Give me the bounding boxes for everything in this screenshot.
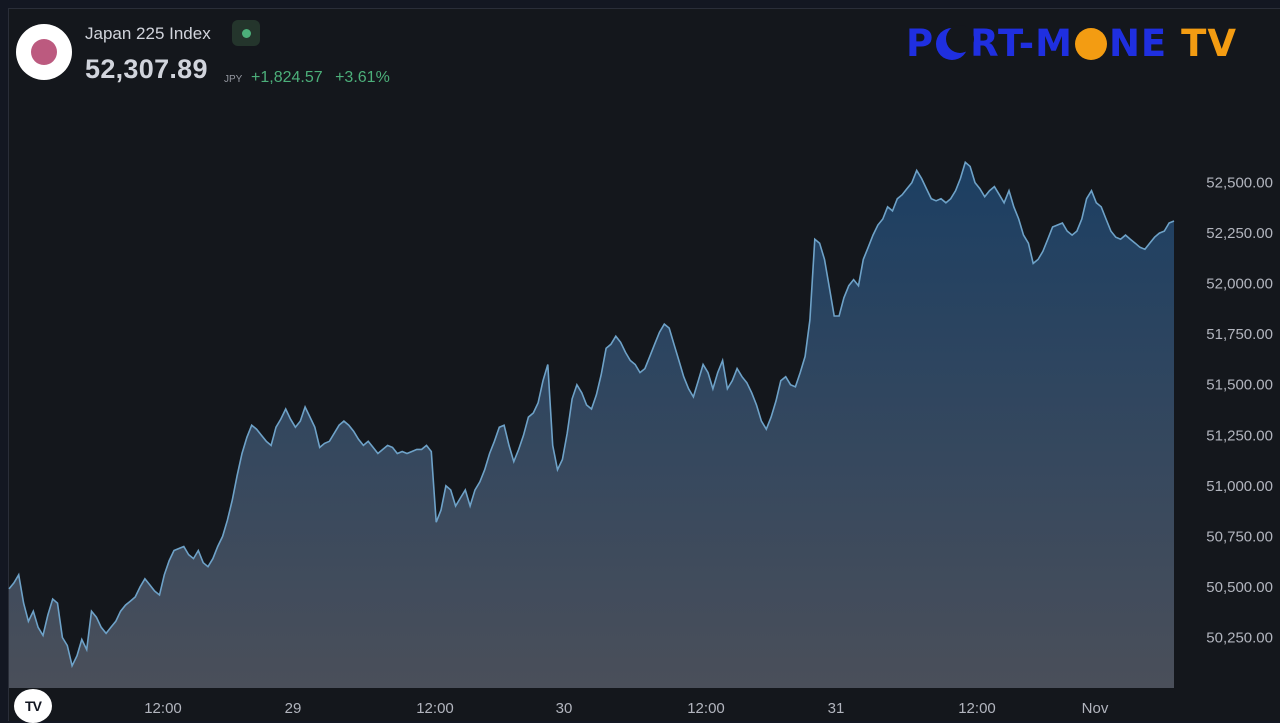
currency-label: JPY	[224, 74, 243, 85]
price-area-fill	[9, 162, 1174, 689]
y-axis-tick-label: 51,750.00	[1206, 326, 1273, 343]
last-price: 52,307.89	[85, 54, 208, 84]
x-axis-tick-label: 31	[828, 700, 845, 717]
y-axis-tick-label: 52,500.00	[1206, 175, 1273, 192]
x-axis-tick-label: 12:00	[144, 700, 182, 717]
y-axis: 52,500.00 52,250.00 52,000.00 51,750.00 51,5…	[1206, 175, 1273, 647]
y-axis-tick-label: 52,000.00	[1206, 276, 1273, 293]
x-axis-tick-label: 12:00	[958, 700, 996, 717]
y-axis-tick-label: 50,750.00	[1206, 528, 1273, 545]
x-axis: 12:00 29 12:00 30 12:00 31 12:00 Nov	[144, 700, 1109, 717]
sun-icon	[1074, 28, 1107, 60]
market-open-indicator[interactable]	[232, 20, 260, 46]
watermark-part3: NE	[1108, 22, 1168, 65]
y-axis-tick-label: 50,500.00	[1206, 579, 1273, 596]
status-dot-icon	[241, 28, 251, 38]
change-percent: +3.61%	[335, 69, 390, 86]
watermark-part2: RT-M	[970, 22, 1073, 65]
x-axis-tick-label: Nov	[1082, 700, 1109, 717]
x-axis-tick-label: 30	[556, 700, 573, 717]
instrument-name[interactable]: Japan 225 Index	[85, 24, 211, 43]
y-axis-tick-label: 52,250.00	[1206, 225, 1273, 242]
watermark-logo: P RT-M NE TV	[906, 24, 1236, 64]
x-axis-tick-label: 29	[285, 700, 302, 717]
change-absolute: +1,824.57	[251, 69, 323, 86]
y-axis-tick-label: 51,000.00	[1206, 478, 1273, 495]
moon-icon	[936, 25, 975, 60]
instrument-header: Japan 225 Index 52,307.89 JPY +1,824.57 …	[16, 20, 516, 92]
price-line	[8, 160, 1175, 669]
japan-flag-icon	[16, 24, 72, 80]
y-axis-tick-label: 51,500.00	[1206, 377, 1273, 394]
y-axis-tick-label: 51,250.00	[1206, 427, 1273, 444]
watermark-part1: P	[906, 22, 935, 65]
watermark-part4: TV	[1181, 22, 1237, 65]
tradingview-logo-icon[interactable]: TV	[14, 689, 52, 723]
price-change: +1,824.57 +3.61%	[251, 69, 390, 87]
x-axis-tick-label: 12:00	[687, 700, 725, 717]
x-axis-tick-label: 12:00	[416, 700, 454, 717]
y-axis-tick-label: 50,250.00	[1206, 630, 1273, 647]
